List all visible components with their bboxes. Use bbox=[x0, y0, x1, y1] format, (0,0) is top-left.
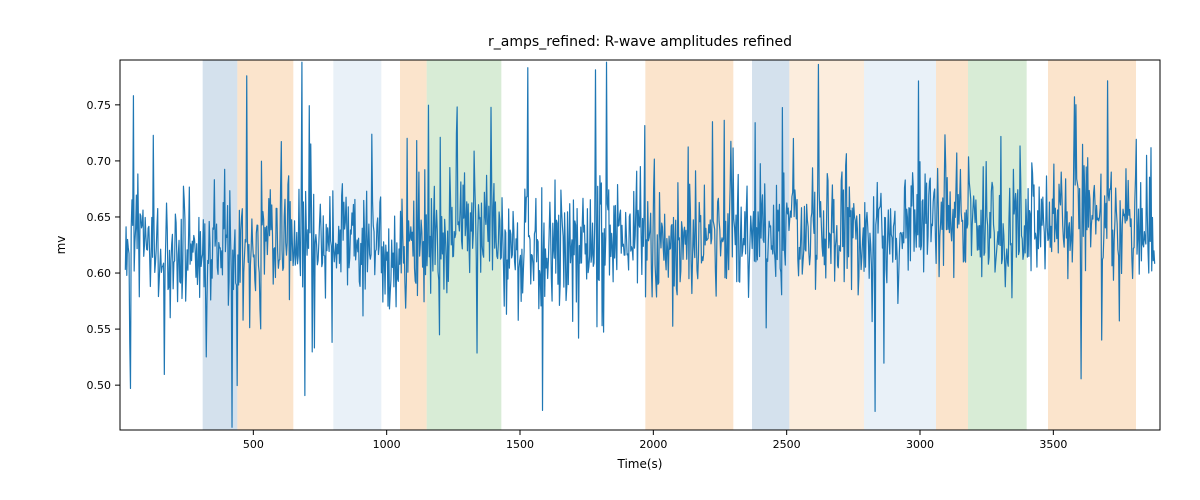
x-tick-label: 1000 bbox=[373, 438, 401, 451]
x-tick-label: 2500 bbox=[773, 438, 801, 451]
x-tick-label: 1500 bbox=[506, 438, 534, 451]
y-axis-label: mv bbox=[54, 236, 68, 255]
y-tick-label: 0.65 bbox=[87, 211, 112, 224]
y-tick-label: 0.55 bbox=[87, 323, 112, 336]
y-tick-label: 0.75 bbox=[87, 99, 112, 112]
y-tick-label: 0.50 bbox=[87, 379, 112, 392]
y-tick-label: 0.60 bbox=[87, 267, 112, 280]
chart-band bbox=[1048, 60, 1136, 430]
chart-container: 500 1000 1500 2000 2500 3000 3500 0.50 0.55 0.60 0… bbox=[0, 0, 1200, 500]
x-tick-label: 500 bbox=[243, 438, 264, 451]
chart-title: r_amps_refined: R-wave amplitudes refine… bbox=[488, 34, 792, 50]
x-axis-label: Time(s) bbox=[617, 457, 663, 471]
chart-svg: 500 1000 1500 2000 2500 3000 3500 0.50 0.55 0.60 0… bbox=[0, 0, 1200, 500]
x-tick-label: 2000 bbox=[639, 438, 667, 451]
y-tick-label: 0.70 bbox=[87, 155, 112, 168]
x-tick-label: 3500 bbox=[1039, 438, 1067, 451]
x-tick-label: 3000 bbox=[906, 438, 934, 451]
